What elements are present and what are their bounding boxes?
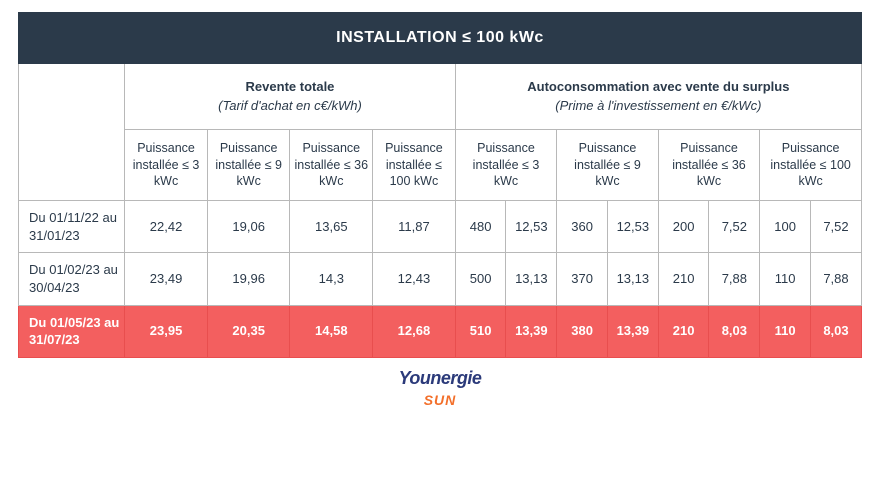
data-cell: 510 [455, 305, 506, 357]
period-header-blank [19, 63, 125, 201]
period-cell: Du 01/11/22 au 31/01/23 [19, 201, 125, 253]
data-cell: 13,65 [290, 201, 373, 253]
table-row: Du 01/02/23 au 30/04/23 23,49 19,96 14,3… [19, 253, 862, 305]
subheader: Puissance installée ≤ 100 kWc [373, 129, 456, 201]
brand-part-2: sun [424, 392, 457, 408]
table-row-highlight: Du 01/05/23 au 31/07/23 23,95 20,35 14,5… [19, 305, 862, 357]
brand-part-1: Younergie [399, 368, 482, 388]
period-cell: Du 01/02/23 au 30/04/23 [19, 253, 125, 305]
data-cell: 11,87 [373, 201, 456, 253]
group-auto-sub: (Prime à l'investissement en €/kWc) [460, 97, 857, 115]
data-cell: 100 [760, 201, 811, 253]
data-cell: 210 [658, 305, 709, 357]
data-cell: 23,49 [125, 253, 208, 305]
table-title: INSTALLATION ≤ 100 kWc [19, 13, 862, 64]
data-cell: 23,95 [125, 305, 208, 357]
data-cell: 110 [760, 253, 811, 305]
data-cell: 14,58 [290, 305, 373, 357]
subheader: Puissance installée ≤ 3 kWc [125, 129, 208, 201]
group-revente-title: Revente totale [129, 78, 451, 96]
data-cell: 200 [658, 201, 709, 253]
data-cell: 7,88 [810, 253, 861, 305]
data-cell: 370 [557, 253, 608, 305]
period-cell: Du 01/05/23 au 31/07/23 [19, 305, 125, 357]
group-auto: Autoconsommation avec vente du surplus (… [455, 63, 861, 129]
group-revente: Revente totale (Tarif d'achat en c€/kWh) [125, 63, 456, 129]
data-cell: 7,52 [810, 201, 861, 253]
tariff-table: INSTALLATION ≤ 100 kWc Revente totale (T… [18, 12, 862, 358]
data-cell: 12,68 [373, 305, 456, 357]
data-cell: 8,03 [709, 305, 760, 357]
data-cell: 12,53 [607, 201, 658, 253]
subheader: Puissance installée ≤ 36 kWc [290, 129, 373, 201]
data-cell: 8,03 [810, 305, 861, 357]
subheader: Puissance installée ≤ 9 kWc [207, 129, 290, 201]
data-cell: 13,13 [607, 253, 658, 305]
data-cell: 500 [455, 253, 506, 305]
data-cell: 13,39 [506, 305, 557, 357]
subheader: Puissance installée ≤ 36 kWc [658, 129, 760, 201]
data-cell: 7,88 [709, 253, 760, 305]
data-cell: 380 [557, 305, 608, 357]
data-cell: 210 [658, 253, 709, 305]
group-revente-sub: (Tarif d'achat en c€/kWh) [129, 97, 451, 115]
data-cell: 110 [760, 305, 811, 357]
data-cell: 13,13 [506, 253, 557, 305]
data-cell: 22,42 [125, 201, 208, 253]
data-cell: 480 [455, 201, 506, 253]
data-cell: 19,06 [207, 201, 290, 253]
data-cell: 19,96 [207, 253, 290, 305]
data-cell: 12,53 [506, 201, 557, 253]
table-row: Du 01/11/22 au 31/01/23 22,42 19,06 13,6… [19, 201, 862, 253]
data-cell: 14,3 [290, 253, 373, 305]
data-cell: 12,43 [373, 253, 456, 305]
group-auto-title: Autoconsommation avec vente du surplus [460, 78, 857, 96]
subheader: Puissance installée ≤ 9 kWc [557, 129, 659, 201]
data-cell: 13,39 [607, 305, 658, 357]
data-cell: 360 [557, 201, 608, 253]
data-cell: 7,52 [709, 201, 760, 253]
data-cell: 20,35 [207, 305, 290, 357]
brand-logo: Younergie sun [18, 368, 862, 410]
subheader: Puissance installée ≤ 3 kWc [455, 129, 557, 201]
subheader: Puissance installée ≤ 100 kWc [760, 129, 862, 201]
